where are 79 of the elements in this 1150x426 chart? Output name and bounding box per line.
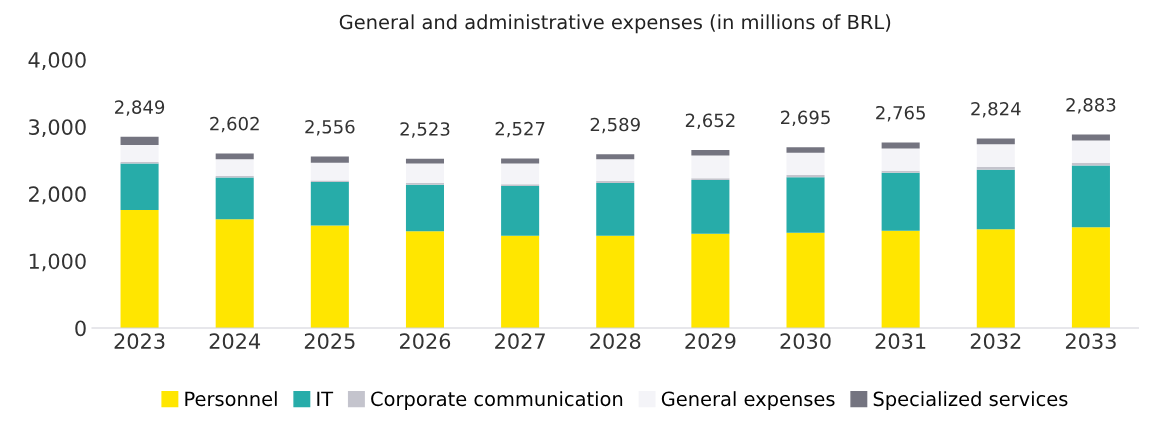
bar (786, 152, 825, 176)
legend-label: Corporate communication (371, 391, 623, 410)
total-label: 2,824 (971, 101, 1021, 118)
total-label: 2,602 (210, 116, 259, 133)
x-tick-label: 2023 (114, 333, 165, 350)
legend-label: IT (317, 391, 334, 406)
bar (786, 175, 825, 178)
bar (786, 177, 825, 233)
bar (1071, 227, 1110, 329)
y-tick-label: 0 (75, 320, 86, 337)
total-label: 2,883 (1066, 97, 1116, 114)
bar (976, 169, 1015, 230)
bar (1071, 140, 1110, 163)
bar (1071, 162, 1110, 166)
bar (976, 166, 1015, 170)
x-tick-label: 2025 (304, 333, 355, 350)
total-label: 2,652 (685, 113, 735, 129)
bar (881, 172, 920, 231)
bar (215, 219, 254, 329)
bar (881, 170, 920, 173)
total-label: 2,765 (876, 105, 925, 122)
total-label: 2,695 (781, 110, 830, 127)
bar (405, 158, 444, 164)
bar (881, 148, 920, 171)
bar (310, 156, 349, 163)
bar (215, 153, 254, 160)
bar (405, 184, 444, 232)
bar (215, 159, 254, 177)
bar (976, 229, 1015, 329)
bar (405, 231, 444, 329)
bar (786, 147, 825, 153)
y-tick-label: 1,000 (29, 253, 86, 272)
total-label: 2,849 (115, 100, 165, 116)
bar (976, 144, 1015, 167)
bar (691, 233, 730, 329)
bar (501, 235, 540, 329)
x-tick-label: 2024 (209, 333, 261, 350)
bar (1071, 165, 1110, 228)
x-tick-label: 2031 (875, 333, 926, 350)
legend-label: Personnel (185, 391, 277, 407)
legend-label: General expenses (661, 391, 835, 410)
bar (501, 163, 540, 185)
y-tick-label: 2,000 (29, 186, 86, 205)
bar (596, 183, 635, 236)
total-label: 2,556 (305, 119, 355, 136)
x-tick-label: 2026 (399, 333, 451, 350)
bar (501, 186, 540, 236)
y-tick-label: 4,000 (28, 52, 86, 70)
x-tick-label: 2029 (685, 333, 736, 350)
bar (786, 232, 825, 329)
x-tick-label: 2028 (590, 333, 641, 350)
bar (596, 154, 635, 160)
legend-label: Specialized services (873, 391, 1068, 410)
x-tick-label: 2030 (780, 333, 831, 350)
bar (310, 181, 349, 226)
chart-title: General and administrative expenses (in millions of BRL) (339, 14, 891, 34)
total-label: 2,589 (590, 117, 640, 134)
bar (120, 163, 159, 211)
bar (310, 225, 349, 329)
bar (120, 144, 159, 163)
x-tick-label: 2033 (1065, 333, 1116, 350)
total-label: 2,523 (400, 122, 450, 138)
bar (120, 210, 159, 329)
bar (215, 177, 254, 220)
bar (310, 162, 349, 181)
bar (120, 136, 159, 145)
bar (691, 155, 730, 179)
y-tick-label: 3,000 (29, 119, 86, 138)
bar (691, 150, 730, 156)
bar (596, 180, 635, 184)
bar (501, 158, 540, 164)
bar (691, 179, 730, 234)
bar (881, 230, 920, 329)
bar (596, 159, 635, 181)
total-label: 2,527 (495, 121, 545, 138)
x-tick-label: 2027 (495, 333, 545, 350)
bar (596, 235, 635, 329)
bar (405, 163, 444, 184)
x-tick-label: 2032 (970, 333, 1021, 350)
